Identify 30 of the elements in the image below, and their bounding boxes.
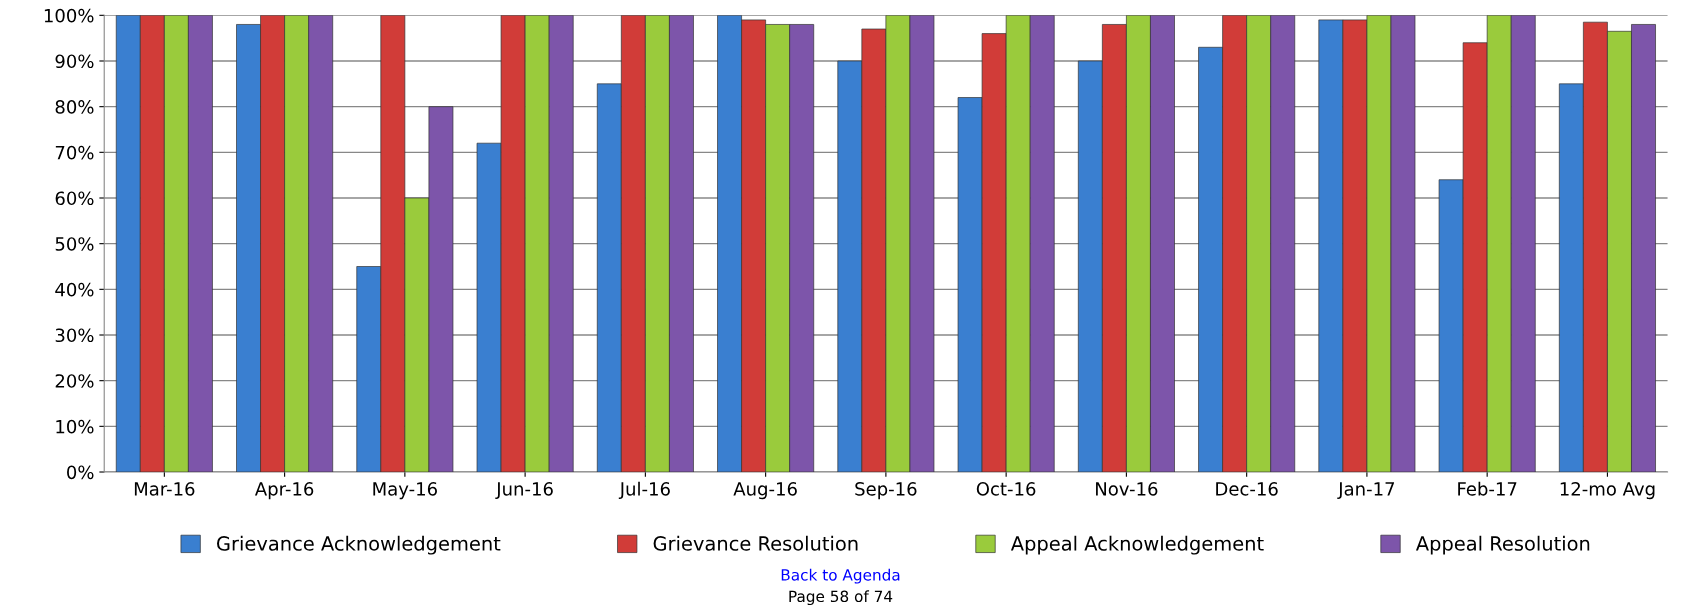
x-tick-label: Nov-16 (1096, 482, 1158, 496)
x-tick-label: Jun-16 (495, 482, 553, 500)
legend-label: Grievance Acknowledgement (217, 535, 501, 555)
x-tick-label: Feb-17 (1458, 481, 1517, 496)
legend-label: Grievance Resolution (653, 535, 858, 551)
x-tick-label: Jul-16 (618, 481, 670, 500)
y-tick-label: 100% (44, 8, 94, 23)
x-tick-label: Aug-16 (733, 482, 797, 500)
y-tick-label: 10% (56, 419, 94, 434)
y-tick-label: 50% (55, 237, 94, 251)
y-tick-label: 30% (55, 328, 94, 343)
x-tick-label: 12-mo Avg (1560, 482, 1655, 500)
y-tick-label: 20% (55, 374, 94, 388)
x-tick-label: Apr-16 (254, 482, 314, 500)
text: Page 58 of 74 (789, 590, 893, 606)
x-tick-label: Sep-16 (855, 482, 917, 500)
y-tick-label: 80% (55, 100, 94, 114)
y-tick-label: 0% (67, 465, 94, 480)
y-tick-label: 90% (55, 54, 94, 69)
y-tick-label: 60% (55, 191, 94, 206)
y-tick-label: 70% (55, 145, 94, 160)
legend-label: Appeal Resolution (1415, 535, 1590, 555)
x-tick-label: Mar-16 (134, 482, 195, 496)
legend-label: Appeal Acknowledgement (1010, 535, 1264, 555)
x-tick-label: May-16 (373, 482, 437, 500)
x-tick-label: Dec-16 (1216, 482, 1278, 496)
x-tick-label: Oct-16 (976, 482, 1036, 496)
y-tick-label: 40% (55, 282, 94, 297)
x-tick-label: Jan-17 (1337, 482, 1395, 500)
text: Back to Agenda (781, 568, 900, 584)
